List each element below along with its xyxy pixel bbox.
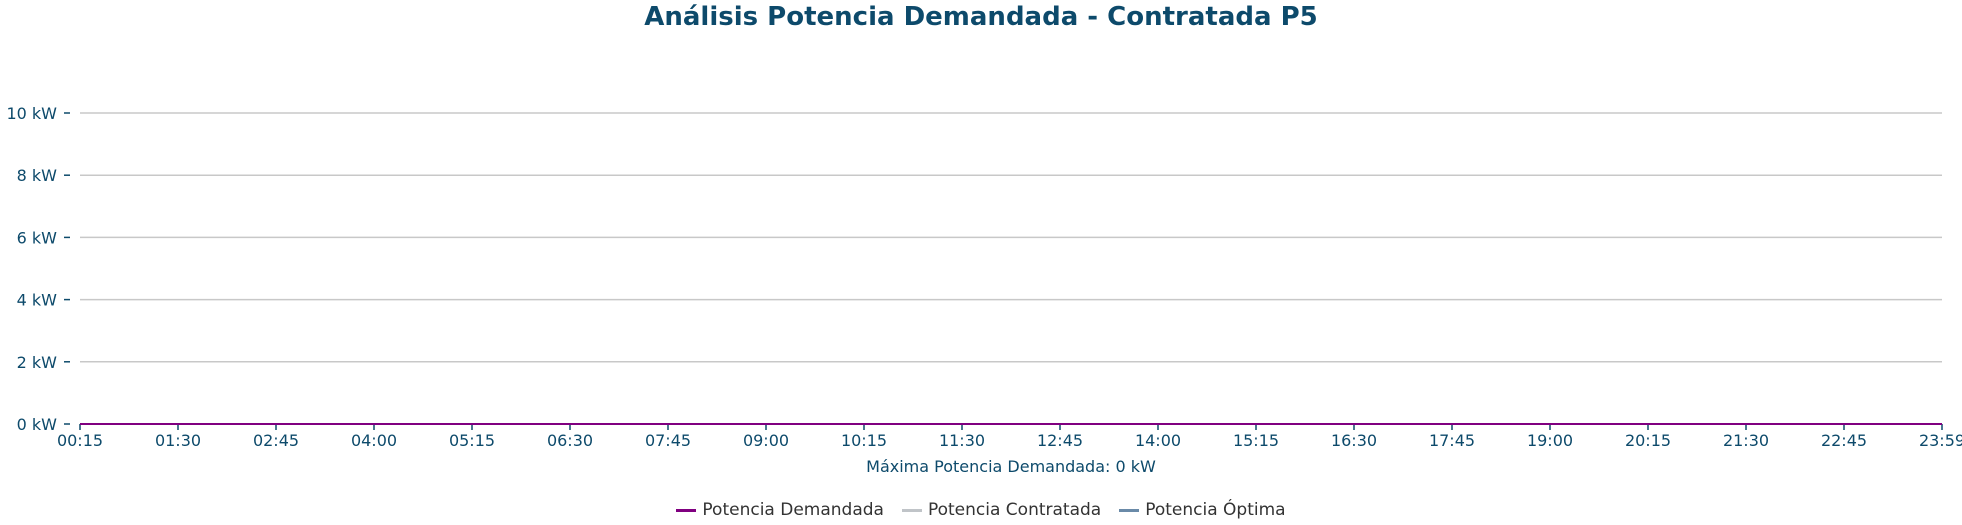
x-tick-label: 23:59 <box>1919 431 1962 450</box>
legend-label: Potencia Óptima <box>1145 500 1286 520</box>
x-tick-label: 10:15 <box>841 431 887 450</box>
legend-item[interactable]: Potencia Contratada <box>901 500 1102 520</box>
x-axis-label: Máxima Potencia Demandada: 0 kW <box>866 457 1156 476</box>
x-tick-label: 19:00 <box>1527 431 1573 450</box>
y-tick-label: 0 kW <box>17 415 58 434</box>
x-tick-label: 15:15 <box>1233 431 1279 450</box>
x-tick-label: 20:15 <box>1625 431 1671 450</box>
legend-swatch <box>676 508 697 512</box>
x-tick-label: 01:30 <box>155 431 201 450</box>
chart-title: Análisis Potencia Demandada - Contratada… <box>644 2 1318 32</box>
y-tick-label: 4 kW <box>17 291 58 310</box>
x-tick-label: 05:15 <box>449 431 495 450</box>
legend-item[interactable]: Potencia Demandada <box>676 500 884 520</box>
x-tick-label: 21:30 <box>1723 431 1769 450</box>
y-tick-label: 10 kW <box>6 104 57 123</box>
legend-label: Potencia Contratada <box>927 500 1102 520</box>
x-tick-label: 02:45 <box>253 431 299 450</box>
x-tick-label: 12:45 <box>1037 431 1083 450</box>
x-tick-label: 16:30 <box>1331 431 1377 450</box>
legend-swatch <box>901 508 922 512</box>
y-tick-label: 8 kW <box>17 166 58 185</box>
legend-label: Potencia Demandada <box>702 500 884 520</box>
legend-swatch <box>1119 508 1140 512</box>
x-tick-label: 14:00 <box>1135 431 1181 450</box>
x-tick-label: 22:45 <box>1821 431 1867 450</box>
chart-legend[interactable]: Potencia Demandada Potencia Contratada Pot… <box>0 500 1962 520</box>
y-tick-label: 2 kW <box>17 353 58 372</box>
x-tick-label: 06:30 <box>547 431 593 450</box>
x-tick-label: 07:45 <box>645 431 691 450</box>
x-tick-label: 00:15 <box>57 431 103 450</box>
x-tick-label: 09:00 <box>743 431 789 450</box>
x-tick-label: 04:00 <box>351 431 397 450</box>
y-tick-label: 6 kW <box>17 228 58 247</box>
x-tick-label: 11:30 <box>939 431 985 450</box>
legend-item[interactable]: Potencia Óptima <box>1119 500 1286 520</box>
x-tick-label: 17:45 <box>1429 431 1475 450</box>
